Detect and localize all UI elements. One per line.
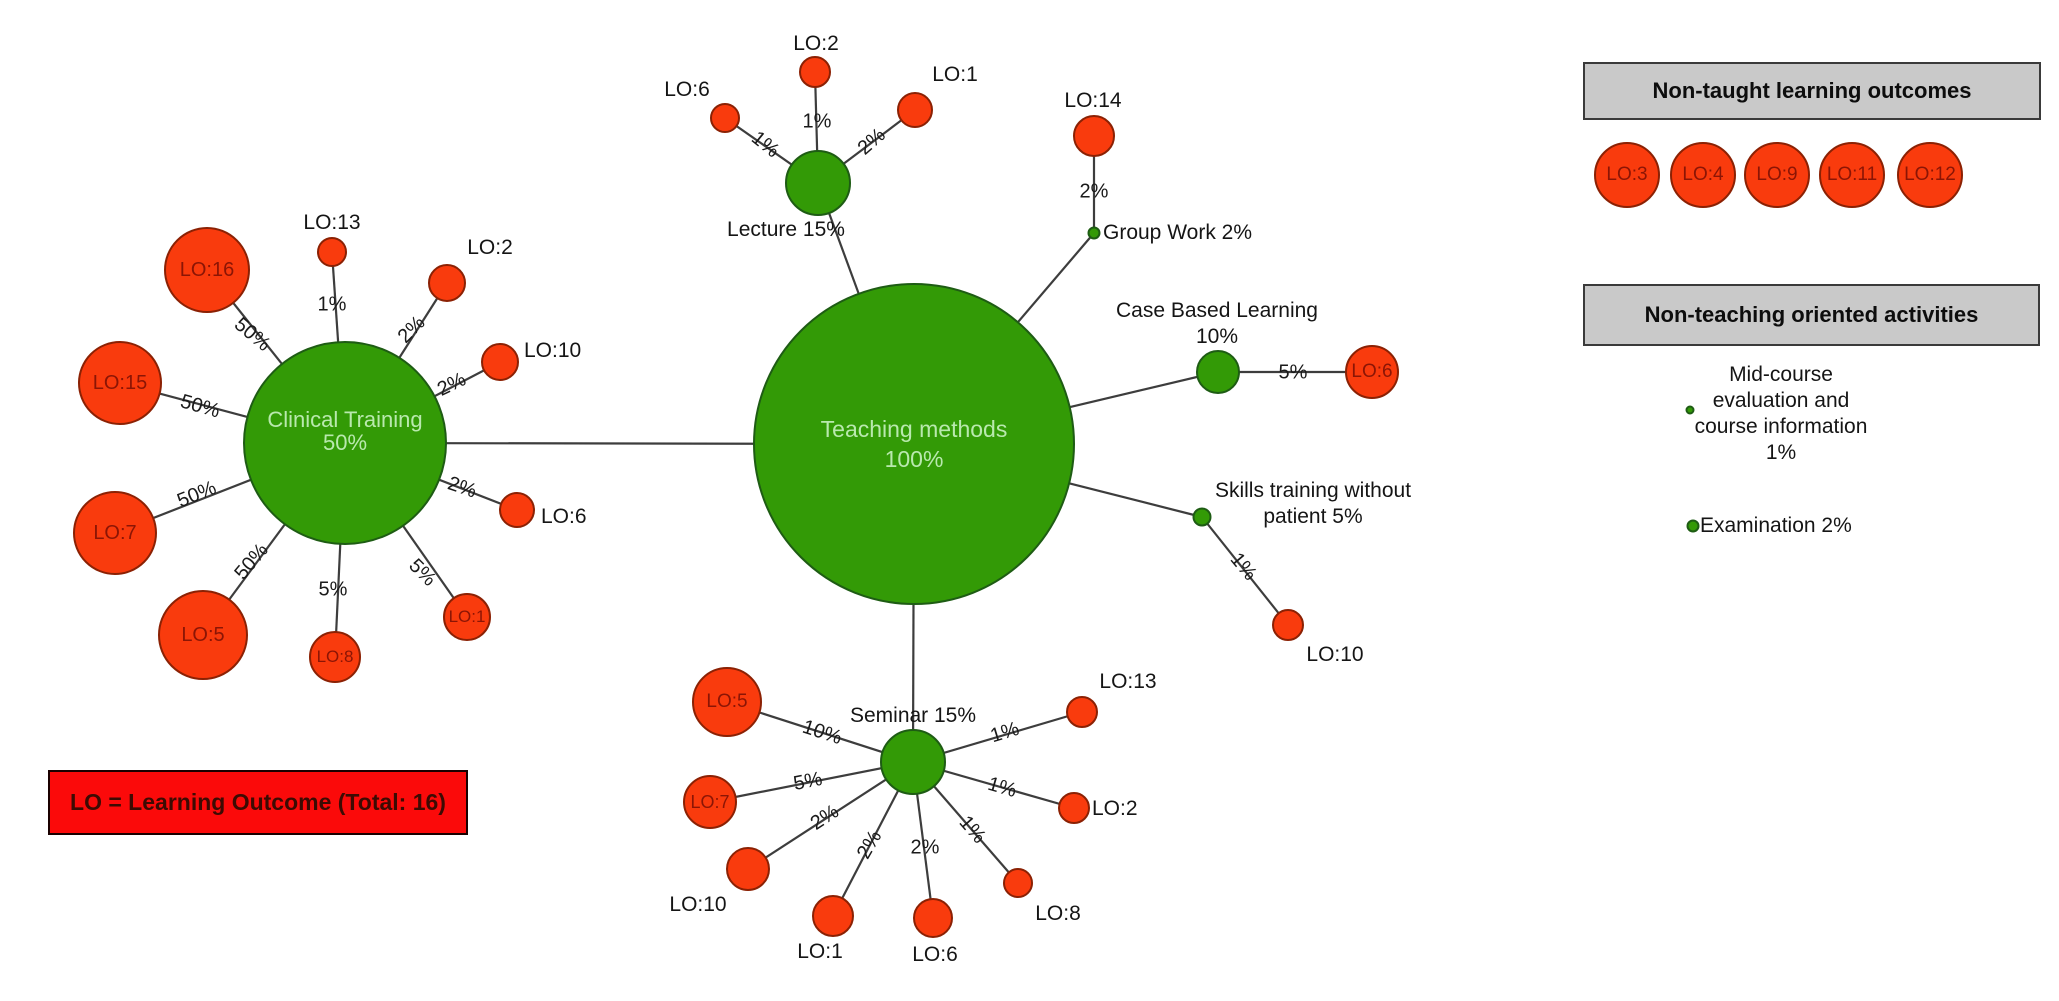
non-teaching-header: Non-teaching oriented activities	[1583, 284, 2040, 346]
node-clinical-training: Clinical Training 50%	[243, 341, 447, 545]
nontaught-lo4-label: LO:4	[1682, 164, 1724, 186]
lecture-lo2-label: LO:2	[793, 32, 839, 55]
nontaught-lo11-label: LO:11	[1826, 164, 1878, 186]
node-case-based	[1196, 350, 1240, 394]
node-mid-course	[1685, 405, 1695, 415]
skills-training-label: Skills training without patient 5%	[1214, 479, 1412, 528]
seminar-lo10-label: LO:10	[669, 893, 727, 916]
casebased-lo6-pct: 5%	[1278, 361, 1308, 384]
clinical-lo7-label: LO:7	[93, 521, 137, 544]
seminar-lo8-label: LO:8	[1035, 902, 1081, 925]
mid-course-label: Mid-course evaluation and course informa…	[1694, 363, 1868, 464]
lecture-label: Lecture 15%	[727, 218, 845, 241]
node-group-work	[1087, 226, 1101, 240]
lecture-lo2-pct: 1%	[802, 110, 832, 133]
node-lecture	[785, 150, 851, 216]
casebased-lo6-label: LO:6	[1351, 361, 1393, 383]
examination-label: Examination 2%	[1700, 514, 1852, 537]
node-seminar-lo1	[812, 895, 854, 937]
node-seminar	[880, 729, 946, 795]
seminar-lo5-label: LO:5	[706, 691, 748, 713]
nontaught-lo3-label: LO:3	[1606, 164, 1648, 186]
non-taught-header: Non-taught learning outcomes	[1583, 62, 2041, 120]
seminar-lo6-label: LO:6	[912, 943, 958, 966]
node-lecture-lo6	[710, 103, 740, 133]
node-seminar-lo6	[913, 898, 953, 938]
clinical-lo5-label: LO:5	[181, 623, 225, 646]
non-taught-header-text: Non-taught learning outcomes	[1652, 78, 1972, 103]
node-clinical-lo16: LO:16	[164, 227, 250, 313]
group-work-label: Group Work 2%	[1103, 221, 1252, 244]
node-groupwork-lo14	[1073, 115, 1115, 157]
node-seminar-lo2	[1058, 792, 1090, 824]
seminar-lo2-label: LO:2	[1092, 797, 1138, 820]
clinical-lo15-label: LO:15	[92, 371, 148, 394]
edge-skills-lo10	[1201, 516, 1289, 626]
node-skills-lo10	[1272, 609, 1304, 641]
clinical-lo10-label: LO:10	[524, 339, 582, 362]
node-teaching-methods: Teaching methods 100%	[753, 283, 1075, 605]
seminar-lo6-pct: 2%	[910, 836, 940, 859]
legend-box: LO = Learning Outcome (Total: 16)	[48, 770, 468, 835]
node-skills-training	[1192, 507, 1212, 527]
clinical-lo6-label: LO:6	[541, 505, 587, 528]
node-clinical-lo15: LO:15	[78, 341, 162, 425]
node-casebased-lo6: LO:6	[1345, 345, 1399, 399]
node-clinical-lo5: LO:5	[158, 590, 248, 680]
node-lecture-lo2	[799, 56, 831, 88]
nontaught-lo12-label: LO:12	[1904, 164, 1956, 186]
clinical-lo13-label: LO:13	[303, 211, 361, 234]
node-clinical-lo7: LO:7	[73, 491, 157, 575]
node-nontaught-lo3: LO:3	[1594, 142, 1660, 208]
teaching-methods-label: Teaching methods 100%	[820, 416, 1008, 472]
node-seminar-lo7: LO:7	[683, 775, 737, 829]
clinical-lo8-pct: 5%	[318, 578, 348, 601]
seminar-label: Seminar 15%	[849, 704, 977, 727]
legend-text: LO = Learning Outcome (Total: 16)	[70, 789, 446, 815]
case-based-label: Case Based Learning 10%	[1116, 299, 1318, 348]
lecture-lo6-label: LO:6	[664, 78, 710, 101]
clinical-lo1-label: LO:1	[448, 607, 486, 627]
node-clinical-lo13	[317, 237, 347, 267]
lecture-lo1-label: LO:1	[932, 63, 978, 86]
seminar-lo13-label: LO:13	[1099, 670, 1157, 693]
clinical-training-label: Clinical Training 50%	[267, 406, 423, 455]
clinical-lo16-label: LO:16	[179, 258, 235, 281]
skills-lo10-label: LO:10	[1306, 643, 1364, 666]
node-seminar-lo10	[726, 847, 770, 891]
clinical-lo13-pct: 1%	[317, 293, 347, 316]
node-clinical-lo2	[428, 264, 466, 302]
clinical-lo8-label: LO:8	[316, 647, 354, 667]
node-seminar-lo8	[1003, 868, 1033, 898]
node-nontaught-lo12: LO:12	[1897, 142, 1963, 208]
node-examination	[1686, 519, 1700, 533]
node-nontaught-lo4: LO:4	[1670, 142, 1736, 208]
node-lecture-lo1	[897, 92, 933, 128]
edge-seminar-lo7	[709, 760, 914, 804]
non-teaching-header-text: Non-teaching oriented activities	[1644, 302, 1979, 327]
node-clinical-lo6	[499, 492, 535, 528]
groupwork-lo14-label: LO:14	[1064, 89, 1122, 112]
node-clinical-lo8: LO:8	[309, 631, 361, 683]
node-seminar-lo5: LO:5	[692, 667, 762, 737]
seminar-lo1-label: LO:1	[797, 940, 843, 963]
node-nontaught-lo9: LO:9	[1744, 142, 1810, 208]
node-clinical-lo1: LO:1	[443, 593, 491, 641]
nontaught-lo9-label: LO:9	[1756, 164, 1798, 186]
groupwork-lo14-pct: 2%	[1079, 180, 1109, 203]
node-nontaught-lo11: LO:11	[1819, 142, 1885, 208]
seminar-lo7-label: LO:7	[690, 791, 730, 812]
node-seminar-lo13	[1066, 696, 1098, 728]
node-clinical-lo10	[481, 343, 519, 381]
clinical-lo2-label: LO:2	[467, 236, 513, 259]
